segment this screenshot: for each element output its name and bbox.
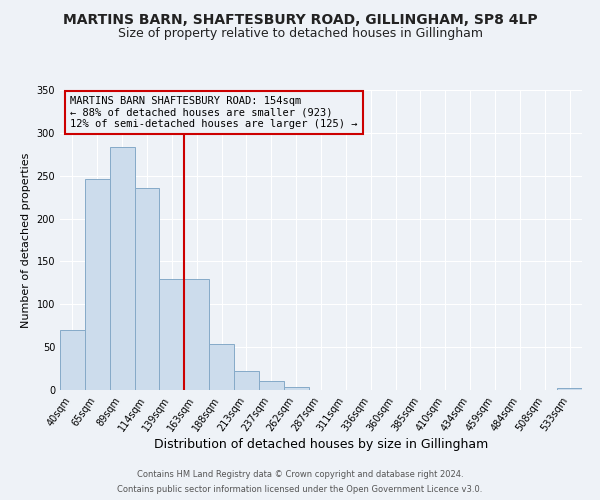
Bar bbox=[184, 278, 209, 390]
Bar bbox=[85, 179, 110, 390]
Bar bbox=[134, 188, 160, 390]
Y-axis label: Number of detached properties: Number of detached properties bbox=[21, 152, 31, 328]
Bar bbox=[209, 344, 234, 390]
Bar bbox=[234, 371, 259, 390]
X-axis label: Distribution of detached houses by size in Gillingham: Distribution of detached houses by size … bbox=[154, 438, 488, 452]
Text: MARTINS BARN SHAFTESBURY ROAD: 154sqm
← 88% of detached houses are smaller (923): MARTINS BARN SHAFTESBURY ROAD: 154sqm ← … bbox=[70, 96, 358, 129]
Bar bbox=[284, 386, 308, 390]
Text: Contains public sector information licensed under the Open Government Licence v3: Contains public sector information licen… bbox=[118, 485, 482, 494]
Text: Contains HM Land Registry data © Crown copyright and database right 2024.: Contains HM Land Registry data © Crown c… bbox=[137, 470, 463, 479]
Text: MARTINS BARN, SHAFTESBURY ROAD, GILLINGHAM, SP8 4LP: MARTINS BARN, SHAFTESBURY ROAD, GILLINGH… bbox=[62, 12, 538, 26]
Bar bbox=[557, 388, 582, 390]
Bar bbox=[110, 146, 134, 390]
Bar bbox=[259, 382, 284, 390]
Bar bbox=[60, 330, 85, 390]
Text: Size of property relative to detached houses in Gillingham: Size of property relative to detached ho… bbox=[118, 28, 482, 40]
Bar bbox=[160, 278, 184, 390]
